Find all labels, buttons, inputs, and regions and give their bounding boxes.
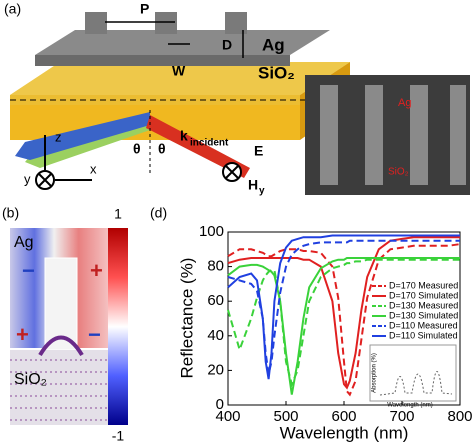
panel-label: (b) [2,205,19,221]
legend-label: D=130 Measured [389,300,458,310]
red-beam [146,115,250,178]
label-z: z [55,129,62,144]
ag-front [35,55,290,66]
series-line [227,258,460,388]
legend-label: D=170 Measured [389,280,458,290]
inset-x-label: Wavelength (nm) [387,403,432,409]
label-x: x [90,161,97,176]
legend-label: D=110 Simulated [389,330,458,340]
label-ag: Ag [262,35,285,54]
y-axis-label: Reflectance (%) [177,258,196,379]
ag-top [35,30,330,55]
y-tick-label: 100 [199,223,224,240]
sem-column [320,85,338,185]
label-y: y [24,171,31,186]
colorbar [108,228,128,425]
panel-label: (d) [150,205,167,221]
x-tick-label: 700 [389,408,414,425]
slit [44,257,78,351]
label-h: H [248,177,258,193]
substrate-field [10,350,108,425]
x-tick-label: 500 [273,408,298,425]
sem-column [410,85,428,185]
h-cross [225,165,239,179]
x-tick-label: 400 [215,408,240,425]
y-tick-label: 40 [207,327,224,344]
x-tick-label: 600 [331,408,356,425]
y-cross [38,173,52,187]
label-sio2: SiO₂ [258,63,295,82]
theta: θ [133,141,141,157]
inset [369,344,457,402]
sign: − [88,322,101,347]
layer [10,62,350,105]
y-tick-label: 20 [207,361,224,378]
fin [85,12,107,34]
y-tick-label: 60 [207,292,224,309]
inset-y-label: Absorption (%) [372,353,378,393]
series-line [227,234,460,380]
label-e: E [254,143,263,159]
label-sio2: SiO₂ [14,371,47,388]
legend-label: D=130 Simulated [389,310,458,320]
blue-beam [15,112,150,160]
label-w: W [172,63,186,79]
label-k-sub: incident [190,138,229,149]
inset-curves [379,371,453,396]
y-tick-label: 0 [216,396,224,413]
label-d: D [222,37,232,53]
sign: − [22,258,35,283]
label-ag: Ag [14,234,34,251]
colorbar-max: 1 [114,206,122,222]
field-peak [38,335,84,357]
sem-ag: Ag [398,97,411,109]
sem-sio2: SiO₂ [388,167,409,178]
fin [155,12,177,34]
fin [225,12,247,34]
legend-label: D=170 Simulated [389,290,458,300]
panel-label: (a) [4,1,21,17]
legend-label: D=110 Measured [389,320,458,330]
label-k: k [180,128,188,144]
chart: (d) Wavelength (nm) Reflectance (%) Wave… [150,205,473,443]
panel-b: (b) Ag SiO₂ 1 -1 − + + − [2,205,128,444]
x-tick-label: 800 [447,408,472,425]
sign: + [90,258,103,283]
series-line [227,243,461,397]
sem-column [450,85,466,185]
colorbar-min: -1 [112,428,125,444]
label-p: P [140,1,149,17]
x-axis-label: Wavelength (nm) [280,423,409,442]
series-line [227,236,460,390]
sign: + [16,322,29,347]
theta: θ [158,141,166,157]
panel-a: (a) P D Ag W SiO₂ z y x θ θ k incident E… [4,1,470,197]
y-tick-label: 80 [207,258,224,275]
label-h-sub: y [259,186,265,197]
sem-column [365,85,383,185]
series-line [227,257,460,395]
